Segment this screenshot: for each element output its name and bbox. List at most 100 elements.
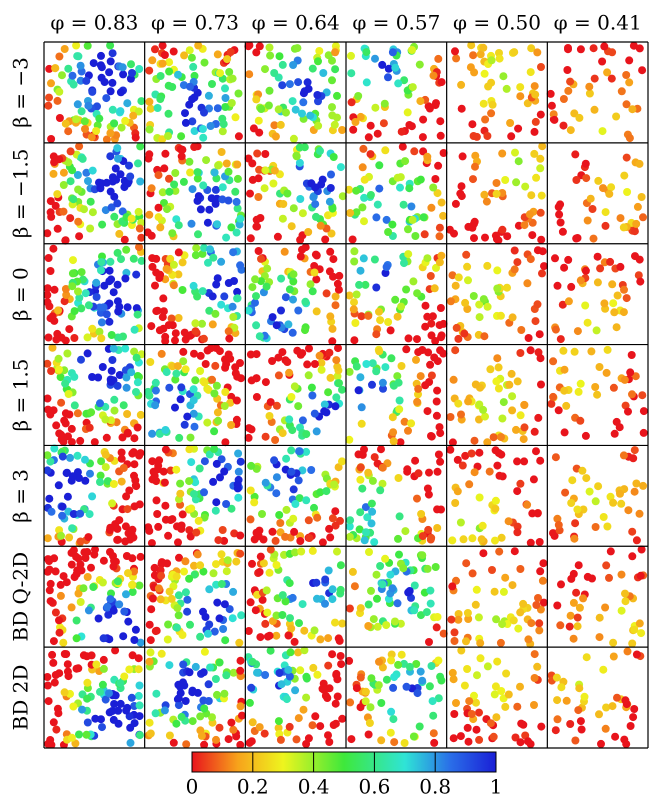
particle [492, 179, 501, 187]
particle [109, 344, 118, 353]
particle [523, 500, 532, 509]
particle [236, 740, 245, 748]
particle [603, 522, 612, 531]
particle [391, 295, 400, 304]
particle [581, 301, 590, 310]
particle [247, 683, 256, 692]
particle [204, 385, 213, 394]
particle [66, 453, 74, 462]
particle [108, 105, 117, 114]
particle [427, 432, 435, 440]
particle [534, 413, 543, 422]
particle [465, 697, 474, 706]
particle [207, 194, 216, 203]
particle [81, 455, 89, 464]
particle [331, 402, 340, 411]
particle [388, 413, 397, 422]
particle [464, 737, 473, 746]
particle [66, 214, 75, 223]
particle [176, 479, 185, 488]
particle [399, 200, 408, 209]
particle [212, 498, 221, 507]
particle [423, 407, 432, 416]
particle [464, 615, 473, 623]
particle [630, 705, 639, 713]
particle [83, 548, 92, 556]
particle [537, 722, 546, 731]
particle [135, 224, 144, 233]
particle [121, 344, 130, 353]
particle [460, 329, 469, 338]
particle [83, 333, 92, 342]
particle [179, 347, 188, 356]
particle [486, 719, 495, 728]
particle [447, 615, 456, 624]
particle [419, 213, 428, 222]
particle [82, 730, 91, 739]
particle [146, 729, 155, 738]
particle [176, 395, 185, 404]
particle [48, 312, 57, 321]
particle [299, 705, 308, 714]
particle [396, 183, 404, 192]
particle [314, 57, 322, 66]
particle [302, 447, 311, 456]
particle [493, 657, 502, 666]
particle [135, 731, 144, 740]
particle [363, 513, 372, 522]
particle [234, 467, 243, 476]
particle [382, 215, 391, 224]
particle [373, 129, 382, 138]
particle [215, 347, 224, 356]
particle [217, 580, 226, 588]
particle [434, 694, 443, 703]
particle [516, 92, 525, 101]
particle [178, 510, 187, 519]
particle [285, 415, 294, 424]
particle [44, 284, 52, 293]
particle [452, 323, 461, 332]
particle [566, 611, 575, 620]
particle [52, 725, 61, 734]
particle [553, 696, 562, 705]
particle [82, 76, 91, 85]
particle [297, 547, 306, 556]
particle [227, 223, 236, 232]
particle [619, 223, 628, 232]
particle [427, 371, 436, 380]
particle [573, 613, 582, 622]
particle [309, 663, 318, 672]
particle [427, 203, 436, 212]
particle [192, 244, 201, 253]
particle [492, 189, 501, 198]
particle [510, 547, 519, 556]
particle [308, 391, 317, 400]
snapshot [447, 547, 548, 648]
particle [345, 291, 354, 300]
snapshot [446, 445, 545, 547]
particle [535, 626, 544, 635]
particle [320, 400, 329, 409]
particle [76, 76, 85, 85]
particle [236, 702, 245, 711]
particle [310, 409, 319, 418]
particle [316, 722, 325, 731]
particle [463, 262, 472, 271]
particle [312, 275, 321, 284]
particle [628, 390, 636, 399]
particle [262, 282, 271, 291]
particle [432, 411, 441, 420]
particle [378, 463, 387, 472]
particle [476, 50, 485, 59]
particle [127, 693, 136, 702]
particle [346, 209, 355, 217]
particle [165, 383, 174, 392]
particle [312, 578, 321, 587]
particle [576, 276, 585, 285]
particle [572, 176, 581, 184]
particle [82, 652, 91, 661]
particle [162, 265, 171, 273]
particle [106, 595, 115, 604]
particle [475, 448, 484, 457]
particle [277, 306, 285, 315]
